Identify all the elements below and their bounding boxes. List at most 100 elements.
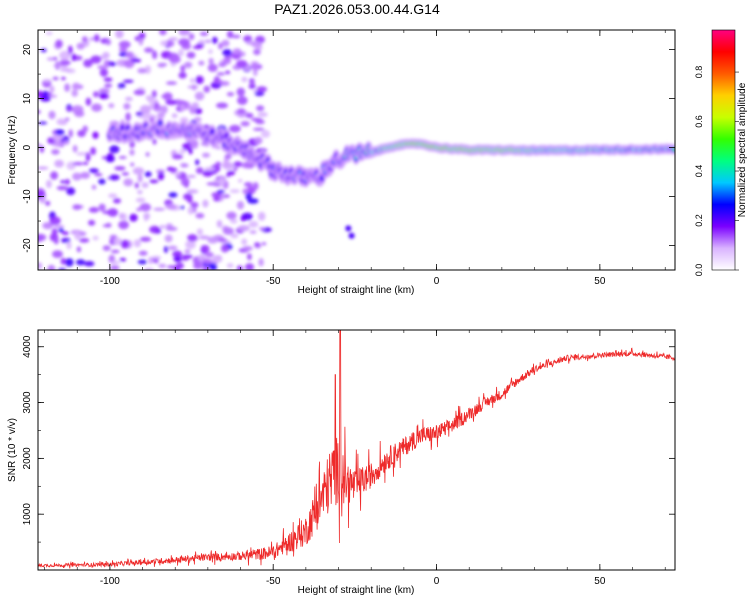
heatmap-noise-blob <box>119 212 124 220</box>
heatmap-noise-blob <box>98 178 106 185</box>
heatmap-noise-blob <box>74 110 85 118</box>
ridge-core <box>320 176 324 180</box>
heatmap-noise-blob <box>218 176 225 186</box>
heatmap-noise-blob <box>141 182 149 189</box>
heatmap-noise-blob <box>75 259 86 266</box>
heatmap-noise-blob <box>180 205 185 210</box>
heatmap-noise-blob <box>211 83 222 87</box>
ridge-core <box>120 126 125 130</box>
heatmap-noise-blob <box>211 192 223 198</box>
heatmap-noise-blob <box>61 231 70 235</box>
heatmap-noise-blob <box>247 253 252 261</box>
colorbar-tick-label: 0.8 <box>694 66 704 79</box>
heatmap-noise-blob <box>97 65 105 70</box>
heatmap-noise-blob <box>88 168 99 174</box>
heatmap-noise-blob <box>88 219 96 226</box>
heatmap-noise-blob <box>125 51 134 59</box>
heatmap-noise-blob <box>261 242 267 246</box>
heatmap-noise-blob <box>160 40 168 46</box>
heatmap-noise-blob <box>56 118 67 126</box>
heatmap-noise-blob <box>38 110 41 114</box>
spectrogram-xlabel: Height of straight line (km) <box>298 285 415 296</box>
heatmap-noise-blob <box>195 167 204 174</box>
heatmap-noise-blob <box>38 262 43 270</box>
spectrogram-frame <box>37 29 676 271</box>
heatmap-noise-blob <box>59 60 72 65</box>
heatmap-noise-blob <box>245 192 252 201</box>
heatmap-noise-blob <box>190 141 199 149</box>
heatmap-noise-blob <box>80 171 91 179</box>
x-tick-label: 50 <box>594 576 606 587</box>
heatmap-noise-blob <box>53 237 59 245</box>
x-tick-label: 0 <box>434 276 440 287</box>
heatmap-noise-blob <box>178 30 191 36</box>
heatmap-blob <box>345 225 352 232</box>
heatmap-noise-blob <box>243 182 253 187</box>
heatmap-noise-blob <box>52 250 63 258</box>
heatmap-noise-blob <box>83 59 93 68</box>
snr-ylabel: SNR (10 * v/v) <box>7 418 18 482</box>
x-tick-label: 50 <box>594 276 606 287</box>
heatmap-noise-blob <box>113 237 123 246</box>
heatmap-noise-blob <box>47 264 56 270</box>
heatmap-noise-blob <box>184 249 191 254</box>
heatmap-noise-blob <box>210 256 223 263</box>
heatmap-noise-blob <box>241 238 248 246</box>
heatmap-noise-blob <box>223 158 230 168</box>
heatmap-noise-blob <box>72 204 82 211</box>
colorbar: 0.0 0.2 0.4 0.6 0.8 Normalized spectral ampl… <box>694 29 748 277</box>
colorbar-tick-label: 0.4 <box>694 165 704 178</box>
heatmap-noise-blob <box>43 79 53 82</box>
heatmap-noise-blob <box>204 39 212 43</box>
heatmap-noise-blob <box>158 263 167 269</box>
heatmap-noise-blob <box>130 162 135 167</box>
heatmap-noise-blob <box>124 96 133 102</box>
heatmap-noise-blob <box>139 105 151 114</box>
colorbar-frame <box>711 29 736 271</box>
heatmap-noise-blob <box>226 211 237 220</box>
heatmap-noise-blob <box>85 97 92 106</box>
heatmap-noise-blob <box>79 238 90 243</box>
heatmap-noise-blob <box>226 30 234 39</box>
heatmap-noise-blob <box>209 263 217 270</box>
x-tick-label: -100 <box>100 276 120 287</box>
heatmap-noise-blob <box>98 88 110 95</box>
ridge-core <box>672 148 675 152</box>
heatmap-noise-blob <box>233 161 243 168</box>
heatmap-noise-blob <box>71 53 77 62</box>
heatmap-noise-blob <box>257 111 268 118</box>
heatmap-noise-blob <box>58 227 64 233</box>
heatmap-noise-blob <box>232 48 241 55</box>
heatmap-noise-blob <box>39 195 46 204</box>
heatmap-noise-blob <box>72 82 81 90</box>
y-tick-label: -20 <box>22 238 33 253</box>
heatmap-noise-blob <box>89 37 95 41</box>
heatmap-noise-blob <box>237 178 243 183</box>
heatmap-noise-blob <box>237 96 248 105</box>
heatmap-noise-blob <box>109 145 120 154</box>
heatmap-noise-blob <box>255 119 265 125</box>
heatmap-noise-blob <box>153 207 166 211</box>
heatmap-noise-blob <box>187 85 199 89</box>
heatmap-noise-blob <box>207 63 218 72</box>
heatmap-noise-blob <box>119 257 127 262</box>
heatmap-noise-blob <box>118 40 131 49</box>
heatmap-noise-blob <box>74 231 81 241</box>
heatmap-noise-blob <box>136 207 141 212</box>
heatmap-noise-blob <box>178 38 191 46</box>
heatmap-noise-blob <box>248 220 259 228</box>
heatmap-noise-blob <box>198 254 206 262</box>
colorbar-tick-label: 0.0 <box>694 264 704 277</box>
heatmap-noise-blob <box>45 31 53 35</box>
heatmap-noise-blob <box>253 48 261 56</box>
heatmap-noise-blob <box>151 90 157 98</box>
y-tick-label: 10 <box>22 93 33 105</box>
heatmap-noise-blob <box>136 111 143 117</box>
heatmap-noise-blob <box>120 239 130 249</box>
heatmap-noise-blob <box>151 50 158 60</box>
ridge-core <box>224 134 229 138</box>
y-tick-label: 1000 <box>22 503 33 526</box>
heatmap-noise-blob <box>109 260 121 265</box>
heatmap-noise-blob <box>186 174 197 178</box>
snr-frame <box>37 329 676 571</box>
